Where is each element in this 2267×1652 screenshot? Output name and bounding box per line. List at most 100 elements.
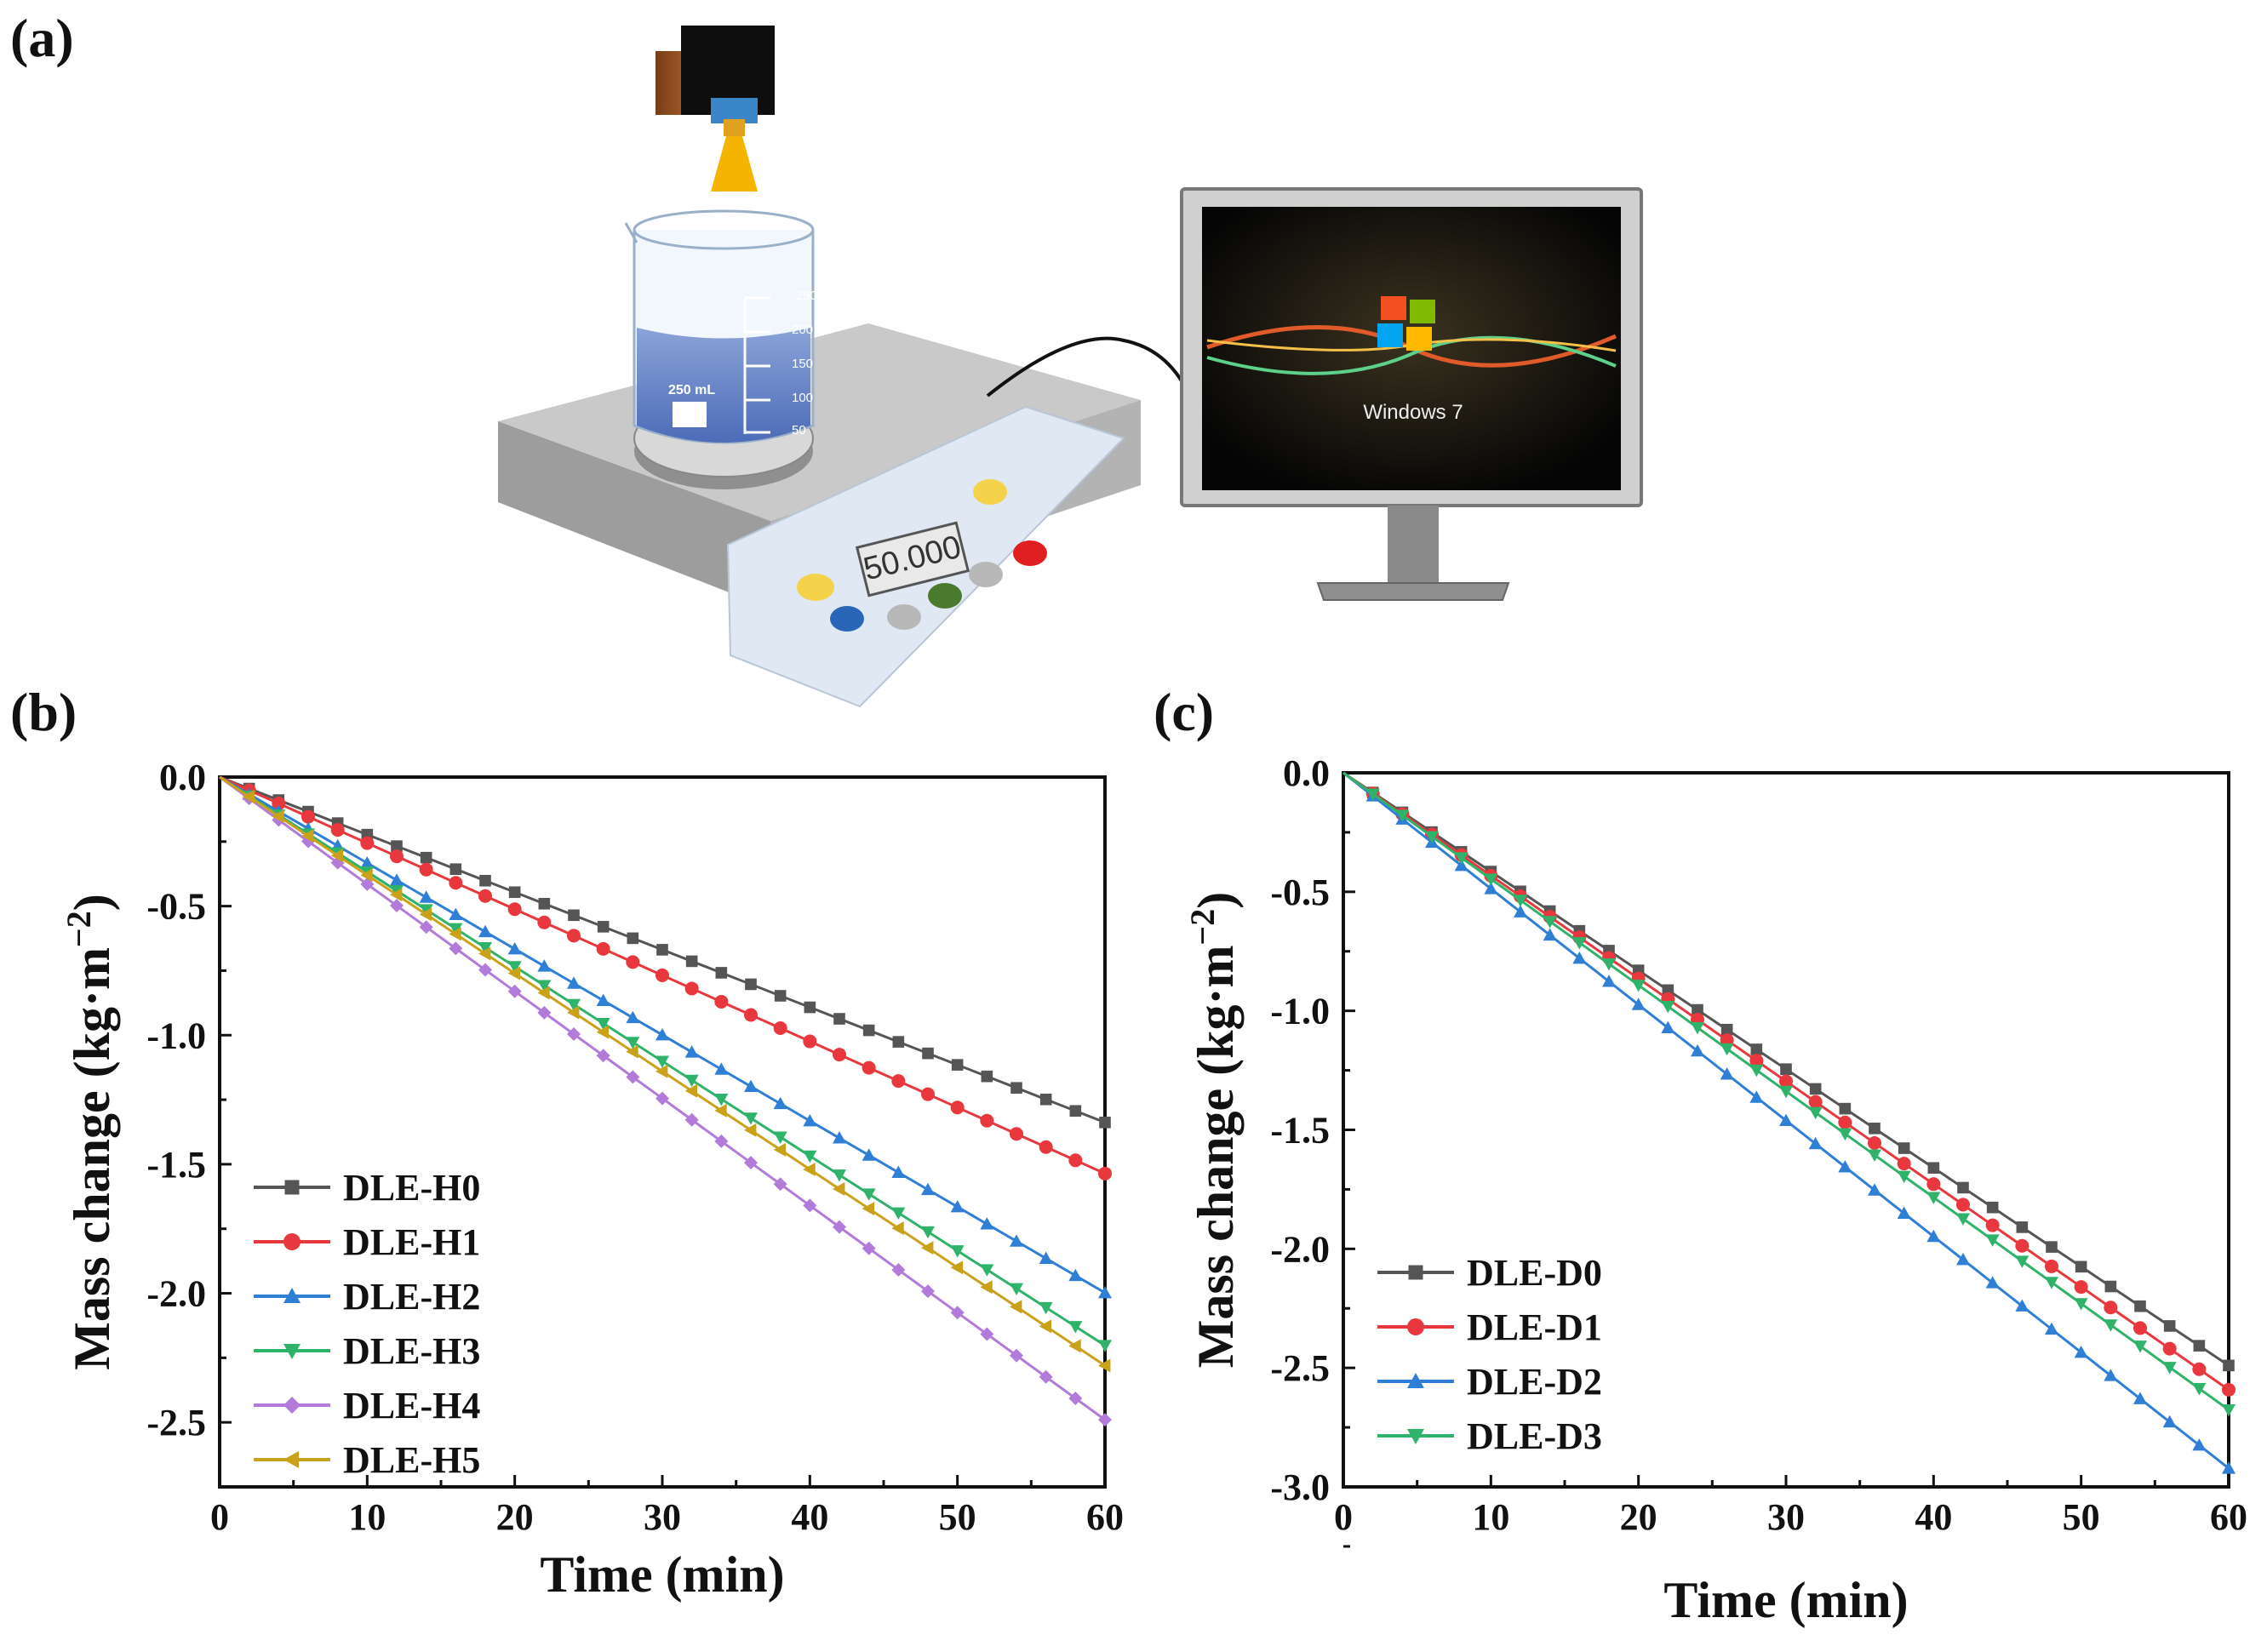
data-point <box>1039 1301 1053 1315</box>
data-point <box>1098 1166 1112 1180</box>
data-point <box>2015 1255 2029 1268</box>
data-point <box>596 1017 610 1031</box>
data-point <box>2015 1238 2029 1253</box>
data-point <box>1985 1276 2000 1289</box>
data-point <box>330 849 344 863</box>
data-point <box>390 849 404 864</box>
data-point <box>1543 928 1557 941</box>
data-point <box>1010 1234 1023 1247</box>
apparatus-illustration: 50.000 250 200 150 100 50 <box>498 26 1643 708</box>
data-point <box>980 1217 994 1230</box>
data-point <box>684 981 699 996</box>
data-point <box>1779 1113 1793 1126</box>
data-point <box>1926 1177 1941 1192</box>
data-point <box>773 1021 787 1036</box>
data-point <box>1838 1128 1852 1141</box>
data-point <box>1809 1083 1822 1095</box>
data-point <box>2192 1438 2207 1451</box>
data-point <box>537 980 552 992</box>
x-tick-label: 0 <box>1334 1496 1353 1538</box>
data-point <box>449 907 463 920</box>
chart-b-ylabel: Mass change (kg·m−2) <box>60 894 120 1369</box>
legend-item-DLE-D0: DLE-D0 <box>1377 1252 1602 1294</box>
legend-item-DLE-H1: DLE-H1 <box>254 1221 480 1263</box>
data-point <box>507 902 522 917</box>
legend-label: DLE-H4 <box>343 1385 480 1426</box>
data-point <box>1868 1135 1881 1150</box>
data-point <box>1068 1391 1083 1405</box>
data-point <box>1631 980 1646 992</box>
data-point <box>626 1037 640 1049</box>
data-point <box>2222 1461 2236 1474</box>
legend-label: DLE-H2 <box>343 1276 480 1318</box>
data-point <box>301 829 314 843</box>
chart-b-axes <box>218 775 1107 1489</box>
monitor-icon: Windows 7 <box>1180 187 1643 601</box>
x-tick-label: 20 <box>496 1496 534 1538</box>
data-point <box>330 823 345 837</box>
legend-marker <box>1407 1318 1424 1335</box>
data-point <box>1956 1213 1970 1226</box>
legend-label: DLE-D2 <box>1467 1361 1602 1403</box>
data-point <box>596 941 610 956</box>
data-point <box>715 967 728 979</box>
data-point <box>1808 1106 1823 1120</box>
data-point <box>1839 1102 1852 1115</box>
data-point <box>1514 905 1527 917</box>
data-point <box>1720 1067 1734 1080</box>
data-point <box>360 855 375 869</box>
data-point <box>507 941 522 955</box>
data-point <box>567 1005 580 1020</box>
data-point <box>745 978 757 991</box>
data-point <box>1098 1358 1111 1373</box>
data-point <box>1956 1253 1970 1266</box>
data-point <box>773 1142 787 1157</box>
y-tick-label: -2.0 <box>146 1273 206 1315</box>
y-tick-label: -3.0 <box>1270 1466 1330 1508</box>
data-point <box>2222 1403 2236 1417</box>
data-point <box>684 1074 699 1088</box>
data-point <box>1749 1090 1764 1103</box>
data-point <box>803 1198 817 1213</box>
data-point <box>656 944 668 956</box>
lamp-icon <box>655 26 775 191</box>
data-point <box>478 963 492 977</box>
data-point <box>390 899 404 913</box>
data-point <box>744 1123 757 1137</box>
data-point <box>1572 937 1587 950</box>
data-point <box>1010 1348 1023 1363</box>
data-point <box>2104 1280 2117 1293</box>
data-point <box>419 920 433 935</box>
data-point <box>744 1156 758 1170</box>
data-point <box>891 1074 906 1089</box>
data-point <box>1454 858 1468 872</box>
x-tick-label: 60 <box>1086 1496 1124 1538</box>
data-point <box>449 927 461 941</box>
data-point <box>2162 1341 2177 1356</box>
data-point <box>950 1199 965 1213</box>
data-point <box>803 1034 817 1049</box>
chart-c-xlabel: Time (min) <box>1663 1572 1908 1628</box>
chart-b: 0 10 20 30 40 50 60 0.0 -0.5 -1.0 -1.5 -2.0 -2.5 DL… <box>60 757 1124 1603</box>
data-point <box>1691 1021 1704 1035</box>
data-point <box>567 976 581 989</box>
data-point <box>950 1306 965 1320</box>
data-point <box>537 1005 552 1020</box>
data-point <box>2075 1260 2087 1273</box>
data-point <box>1514 895 1527 907</box>
series-DLE-D2 <box>1342 771 2236 1474</box>
legend-label: DLE-D0 <box>1467 1252 1602 1294</box>
data-point <box>891 1262 906 1277</box>
data-point <box>1985 1234 2000 1247</box>
y-tick-label: -1.5 <box>146 1144 206 1186</box>
data-point <box>833 1220 846 1234</box>
data-point <box>391 840 403 852</box>
data-point <box>2074 1345 2088 1358</box>
y-tick-label: -1.0 <box>146 1015 206 1056</box>
data-point <box>2045 1322 2058 1335</box>
data-point <box>1957 1181 1969 1194</box>
data-point <box>1068 1339 1081 1353</box>
legend-marker <box>283 1288 301 1303</box>
data-point <box>2133 1340 2147 1353</box>
legend-marker <box>283 1451 299 1468</box>
